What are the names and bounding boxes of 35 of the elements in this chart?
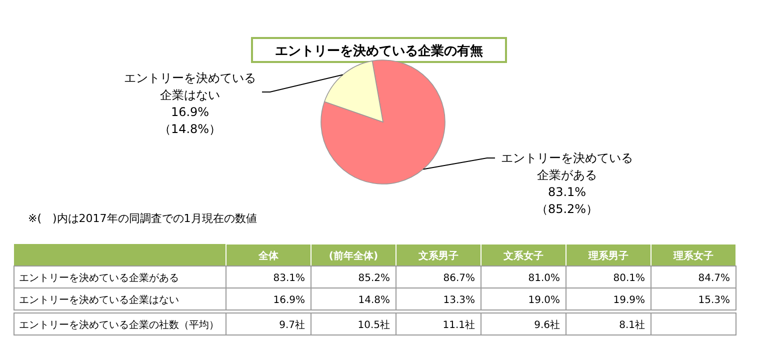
x-tick-label: 理系男子	[588, 250, 628, 262]
x-tick-label: 全体	[258, 250, 280, 262]
slice-label: エントリーを決めている企業がある	[501, 151, 633, 182]
chart-title: エントリーを決めている企業の有無	[275, 44, 483, 59]
text: （85.2%）	[536, 202, 598, 216]
data-label: 9.7社	[279, 319, 305, 331]
data-label: 84.7%	[698, 273, 730, 284]
x-tick-label: 理系女子	[672, 250, 714, 262]
data-label: 16.9%	[273, 295, 305, 306]
y-tick-label: エントリーを決めている企業はない	[19, 294, 179, 306]
data-label: 10.5社	[358, 319, 390, 331]
data-label: 19.9%	[613, 295, 645, 306]
data-label: 19.0%	[528, 295, 560, 306]
x-tick-label: (前年全体)	[328, 250, 378, 262]
pie-slice	[320, 60, 446, 184]
data-label: 86.7%	[443, 273, 475, 284]
data-label: 9.6社	[534, 319, 560, 331]
data-label: 14.8%	[358, 295, 390, 306]
data-label: 16.9%	[170, 105, 210, 119]
data-label: 85.2%	[358, 273, 390, 284]
data-label: 13.3%	[443, 295, 475, 306]
y-tick-label: エントリーを決めている企業の社数（平均）	[19, 319, 219, 331]
data-label: 81.0%	[528, 273, 560, 284]
data-label: 80.1%	[613, 273, 645, 284]
data-label: 83.1%	[273, 273, 305, 284]
x-tick-label: 文系女子	[502, 250, 544, 262]
text: ※( )内は2017年の同調査での1月現在の数値	[28, 212, 257, 225]
slice-label: エントリーを決めている企業はない	[124, 71, 256, 102]
data-label: 15.3%	[698, 295, 730, 306]
y-tick-label: エントリーを決めている企業がある	[19, 272, 179, 284]
data-label: 83.1%	[548, 185, 586, 199]
data-label: 8.1社	[619, 319, 645, 331]
text: （14.8%）	[158, 122, 222, 136]
data-label: 11.1社	[442, 319, 475, 331]
x-tick-label: 文系男子	[418, 250, 458, 262]
